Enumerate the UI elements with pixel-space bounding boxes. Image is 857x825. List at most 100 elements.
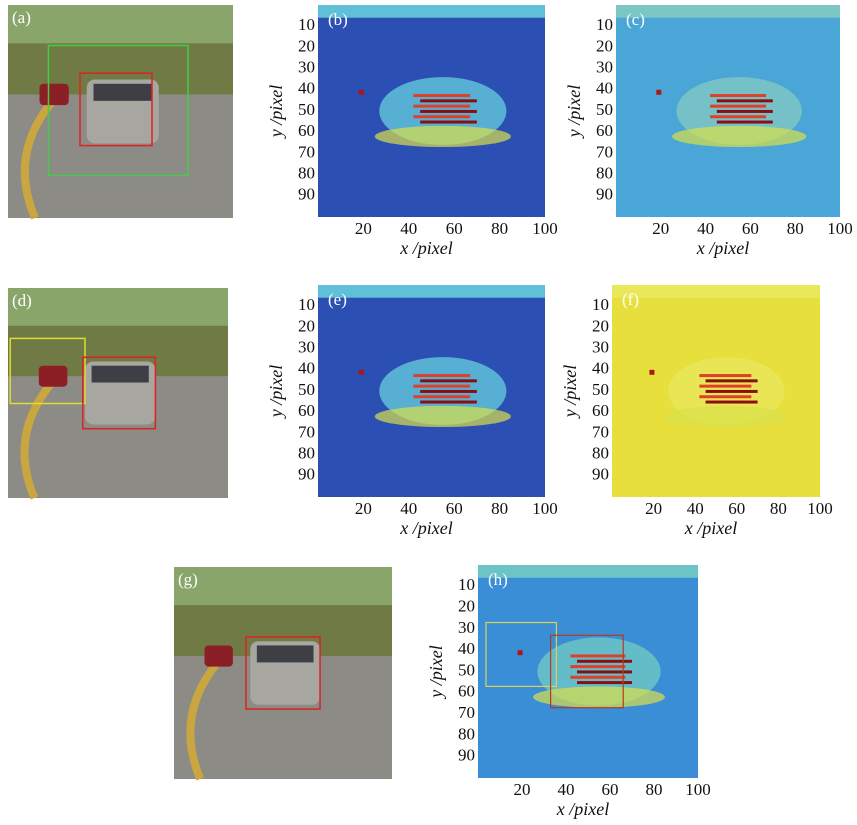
photo: (g): [174, 567, 392, 779]
panel-label: (c): [626, 10, 645, 29]
x-tick-label: 40: [697, 219, 714, 238]
x-tick-label: 60: [446, 499, 463, 518]
y-tick-label: 20: [298, 36, 315, 55]
heatmap-hot-spot: [518, 650, 523, 655]
y-tick-label: 70: [298, 422, 315, 441]
heatmap-hot-stripe: [420, 379, 477, 382]
panel-label: (d): [12, 291, 32, 310]
heatmap: (h)20406080100102030405060708090x /pixel…: [426, 565, 711, 819]
heatmap-hot-stripe: [570, 665, 625, 668]
heatmap-hot-spot: [359, 90, 364, 95]
photo-red-car: [39, 366, 68, 387]
y-tick-label: 20: [596, 36, 613, 55]
x-tick-label: 20: [355, 219, 372, 238]
y-tick-label: 40: [458, 639, 475, 658]
x-tick-label: 20: [645, 499, 662, 518]
y-tick-label: 70: [298, 142, 315, 161]
x-tick-label: 80: [491, 219, 508, 238]
heatmap-hot-stripe: [710, 105, 766, 108]
heatmap-region: [375, 126, 511, 147]
heatmap: (e)20406080100102030405060708090x /pixel…: [266, 285, 558, 538]
y-tick-label: 60: [596, 121, 613, 140]
heatmap-hot-stripe: [699, 374, 751, 377]
y-tick-label: 40: [298, 79, 315, 98]
y-tick-label: 80: [298, 164, 315, 183]
y-tick-label: 50: [298, 380, 315, 399]
y-tick-label: 50: [592, 380, 609, 399]
y-tick-label: 50: [298, 100, 315, 119]
heatmap-hot-spot: [359, 370, 364, 375]
panel-label: (f): [622, 290, 639, 309]
heatmap-hot-spot: [656, 90, 661, 95]
heatmap-hot-stripe: [420, 110, 477, 113]
y-axis-label: y /pixel: [266, 85, 286, 139]
y-axis-label: y /pixel: [564, 85, 584, 139]
x-tick-label: 60: [446, 219, 463, 238]
y-tick-label: 50: [596, 100, 613, 119]
heatmap-top-band: [616, 5, 840, 18]
y-tick-label: 20: [298, 316, 315, 335]
x-tick-label: 20: [355, 499, 372, 518]
y-tick-label: 20: [592, 316, 609, 335]
photo-car-window: [257, 645, 314, 662]
y-tick-label: 70: [592, 422, 609, 441]
y-tick-label: 30: [458, 618, 475, 637]
heatmap-top-band: [612, 285, 820, 298]
heatmap-top-band: [318, 5, 545, 18]
heatmap-region: [664, 406, 789, 427]
x-tick-label: 40: [687, 499, 704, 518]
x-tick-label: 60: [742, 219, 759, 238]
y-tick-label: 10: [458, 575, 475, 594]
y-tick-label: 40: [596, 79, 613, 98]
heatmap-hot-stripe: [413, 395, 470, 398]
y-tick-label: 30: [298, 338, 315, 357]
photo: (d): [8, 288, 228, 498]
x-tick-label: 20: [514, 780, 531, 799]
x-tick-label: 20: [652, 219, 669, 238]
y-tick-label: 30: [592, 338, 609, 357]
x-tick-label: 100: [807, 499, 833, 518]
heatmap-hot-stripe: [710, 115, 766, 118]
panel-label: (g): [178, 570, 198, 589]
y-tick-label: 80: [596, 164, 613, 183]
y-tick-label: 90: [458, 746, 475, 765]
y-tick-label: 40: [298, 359, 315, 378]
y-tick-label: 90: [298, 185, 315, 204]
y-axis-label: y /pixel: [426, 645, 446, 699]
y-tick-label: 70: [458, 703, 475, 722]
heatmap-hot-stripe: [413, 94, 470, 97]
x-axis-label: x /pixel: [696, 238, 749, 258]
heatmap-hot-stripe: [706, 379, 758, 382]
x-tick-label: 40: [558, 780, 575, 799]
heatmap-hot-stripe: [420, 99, 477, 102]
heatmap-hot-stripe: [420, 390, 477, 393]
panel-label: (b): [328, 10, 348, 29]
heatmap-hot-spot: [649, 370, 654, 375]
x-tick-label: 80: [491, 499, 508, 518]
x-tick-label: 80: [787, 219, 804, 238]
heatmap-region: [375, 406, 511, 427]
heatmap-hot-stripe: [570, 654, 625, 657]
x-tick-label: 40: [400, 219, 417, 238]
y-tick-label: 90: [592, 465, 609, 484]
y-tick-label: 50: [458, 660, 475, 679]
panel-label: (a): [12, 8, 31, 27]
photo-car-window: [94, 84, 153, 101]
y-axis-label: y /pixel: [266, 365, 286, 419]
heatmap-hot-stripe: [706, 401, 758, 404]
heatmap-hot-stripe: [413, 374, 470, 377]
y-tick-label: 30: [596, 58, 613, 77]
x-axis-label: x /pixel: [399, 238, 452, 258]
photo-car-window: [92, 366, 149, 383]
y-tick-label: 80: [458, 724, 475, 743]
heatmap-hot-stripe: [717, 99, 773, 102]
y-tick-label: 80: [592, 444, 609, 463]
x-tick-label: 100: [532, 499, 558, 518]
x-tick-label: 60: [728, 499, 745, 518]
y-tick-label: 90: [298, 465, 315, 484]
y-tick-label: 20: [458, 597, 475, 616]
heatmap-hot-stripe: [717, 110, 773, 113]
y-tick-label: 70: [596, 142, 613, 161]
figure: (a) (d) (g) (b) 20 40 60 80 100 10 20 30 40 50 60 70 80 9…: [0, 0, 857, 825]
